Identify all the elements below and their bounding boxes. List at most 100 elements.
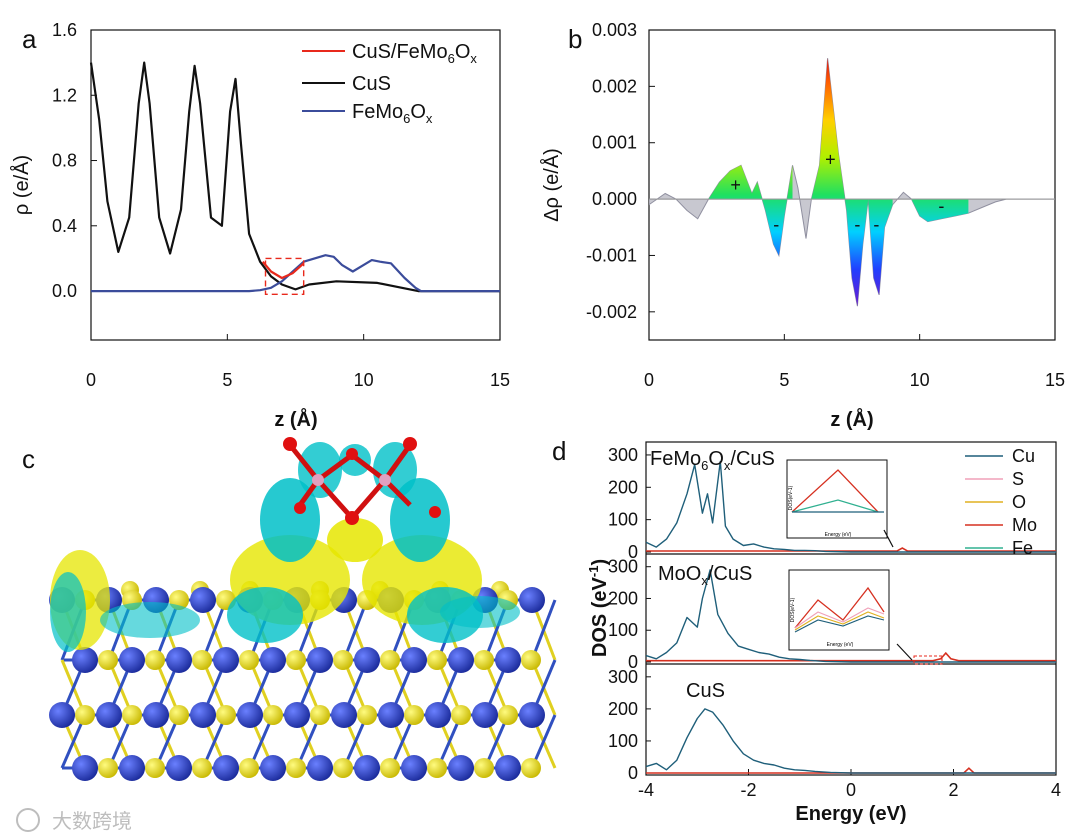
copper-atom	[72, 647, 98, 673]
chart-d-legend-label: S	[1012, 469, 1024, 489]
copper-atom	[425, 702, 451, 728]
lattice-bond	[530, 714, 557, 769]
chart-d-xtick-label: -2	[740, 780, 756, 800]
chart-b-ytick-label: -0.002	[586, 302, 637, 322]
sulfur-atom	[169, 705, 189, 725]
chart-d-zoom-box	[913, 655, 943, 665]
chart-b-ticks: 0 5 10 15 -0.002 -0.001 0.000 0.001 0.002 0.003	[586, 20, 1065, 390]
sulfur-atom	[333, 650, 353, 670]
copper-atom	[166, 647, 192, 673]
chart-b-frame	[648, 29, 1056, 341]
chart-a-frame	[90, 29, 501, 341]
chart-d-ytick-label: 100	[608, 731, 638, 751]
copper-atom	[49, 702, 75, 728]
copper-atom	[260, 647, 286, 673]
chart-a-xtick-label: 5	[222, 370, 232, 390]
chart-d-ytick-label: 300	[608, 445, 638, 465]
sulfur-atom	[239, 758, 259, 778]
sulfur-atom	[192, 650, 212, 670]
sulfur-atom	[380, 758, 400, 778]
chart-d-line-cu	[645, 708, 1056, 774]
chart-d-line-cu	[645, 569, 1056, 663]
watermark-logo-icon	[16, 808, 40, 832]
lattice-bond	[530, 599, 557, 661]
structure-illustration	[49, 437, 557, 781]
chart-d-ytick-label: 200	[608, 699, 638, 719]
panel-label-a: a	[22, 24, 37, 54]
chart-b-annotations: +-+- --	[730, 150, 944, 235]
chart-a-xtick-label: 10	[354, 370, 374, 390]
copper-atom	[260, 755, 286, 781]
chart-d-ytick-label: 0	[628, 652, 638, 672]
sulfur-atom	[521, 758, 541, 778]
copper-atom	[143, 702, 169, 728]
sulfur-atom	[357, 705, 377, 725]
chart-d-inset-1-pointer	[883, 529, 894, 548]
copper-atom	[331, 702, 357, 728]
chart-d-xlabel: Energy (eV)	[795, 803, 906, 825]
chart-a-line-femo6ox	[91, 254, 500, 293]
chart-d-inset-1-xlabel: Energy (eV)	[825, 532, 852, 538]
chart-d-legend-label: Cu	[1012, 446, 1035, 466]
chart-d-legend-label: Fe	[1012, 538, 1033, 558]
sulfur-atom	[98, 758, 118, 778]
chart-b-ytick-label: -0.001	[586, 245, 637, 265]
chart-d-legend-label: O	[1012, 492, 1026, 512]
copper-atom	[96, 702, 122, 728]
chart-b-sign-label: +	[730, 175, 741, 195]
chart-a-ticks: 0 5 10 15 0.0 0.4 0.8 1.2 1.6	[52, 20, 510, 390]
chart-d-xtick-label: 0	[846, 780, 856, 800]
copper-atom	[495, 647, 521, 673]
sulfur-atom	[427, 758, 447, 778]
copper-atom	[519, 702, 545, 728]
copper-atom	[307, 647, 333, 673]
panel-label-d: d	[552, 436, 566, 466]
chart-d-ytick-label: 300	[608, 557, 638, 577]
copper-atom	[190, 587, 216, 613]
chart-d-inset-1: Energy (eV) DOS(eV-1)	[786, 459, 888, 539]
chart-d-xtick-label: -4	[638, 780, 654, 800]
copper-atom	[448, 755, 474, 781]
charge-density-lobes	[50, 442, 520, 652]
chart-d-ytick-label: 200	[608, 477, 638, 497]
sulfur-atom	[216, 705, 236, 725]
sulfur-atom	[404, 705, 424, 725]
chart-d-ylabel: DOS (eV-1)	[586, 559, 611, 657]
chart-a-ytick-label: 1.6	[52, 20, 77, 40]
chart-b-ytick-label: 0.002	[592, 76, 637, 96]
legend-label-femo: FeMo6Ox	[352, 101, 433, 126]
chart-a-legend: CuS/FeMo6Ox CuS FeMo6Ox	[302, 41, 477, 126]
sulfur-atom	[333, 758, 353, 778]
sulfur-atom	[521, 650, 541, 670]
sulfur-atom	[192, 758, 212, 778]
sulfur-atom	[145, 650, 165, 670]
chart-b-xtick-label: 0	[644, 370, 654, 390]
chart-a-series	[89, 61, 500, 293]
copper-atom	[354, 755, 380, 781]
chart-a-ytick-label: 1.2	[52, 85, 77, 105]
sulfur-atom	[286, 758, 306, 778]
chart-d-ytick-label: 200	[608, 588, 638, 608]
panel-label-b: b	[568, 24, 582, 54]
sulfur-atom	[427, 650, 447, 670]
chart-b: 0 5 10 15 -0.002 -0.001 0.000 0.001 0.002 0.003 +…	[540, 20, 1065, 431]
watermark-text: 大数跨境	[52, 810, 132, 833]
copper-atom	[401, 647, 427, 673]
chart-a-xlabel: z (Å)	[274, 407, 317, 431]
svg-text:FeMo6Ox/CuS: FeMo6Ox/CuS	[650, 448, 775, 473]
chart-d-inset-1-ylabel: DOS(eV-1)	[788, 485, 794, 510]
chart-d-ytick-label: 100	[608, 620, 638, 640]
chart-b-ytick-label: 0.003	[592, 20, 637, 40]
chart-b-area-major	[708, 58, 969, 307]
sulfur-atom	[474, 650, 494, 670]
copper-atom	[495, 755, 521, 781]
chart-d-sublabels: FeMo6Ox/CuS MoOx/CuS CuS	[650, 448, 775, 702]
sulfur-atom	[310, 705, 330, 725]
copper-atom	[119, 755, 145, 781]
chart-d-ytick-label: 0	[628, 763, 638, 783]
chart-b-sign-label: -	[854, 214, 860, 234]
chart-a-ytick-label: 0.4	[52, 216, 77, 236]
